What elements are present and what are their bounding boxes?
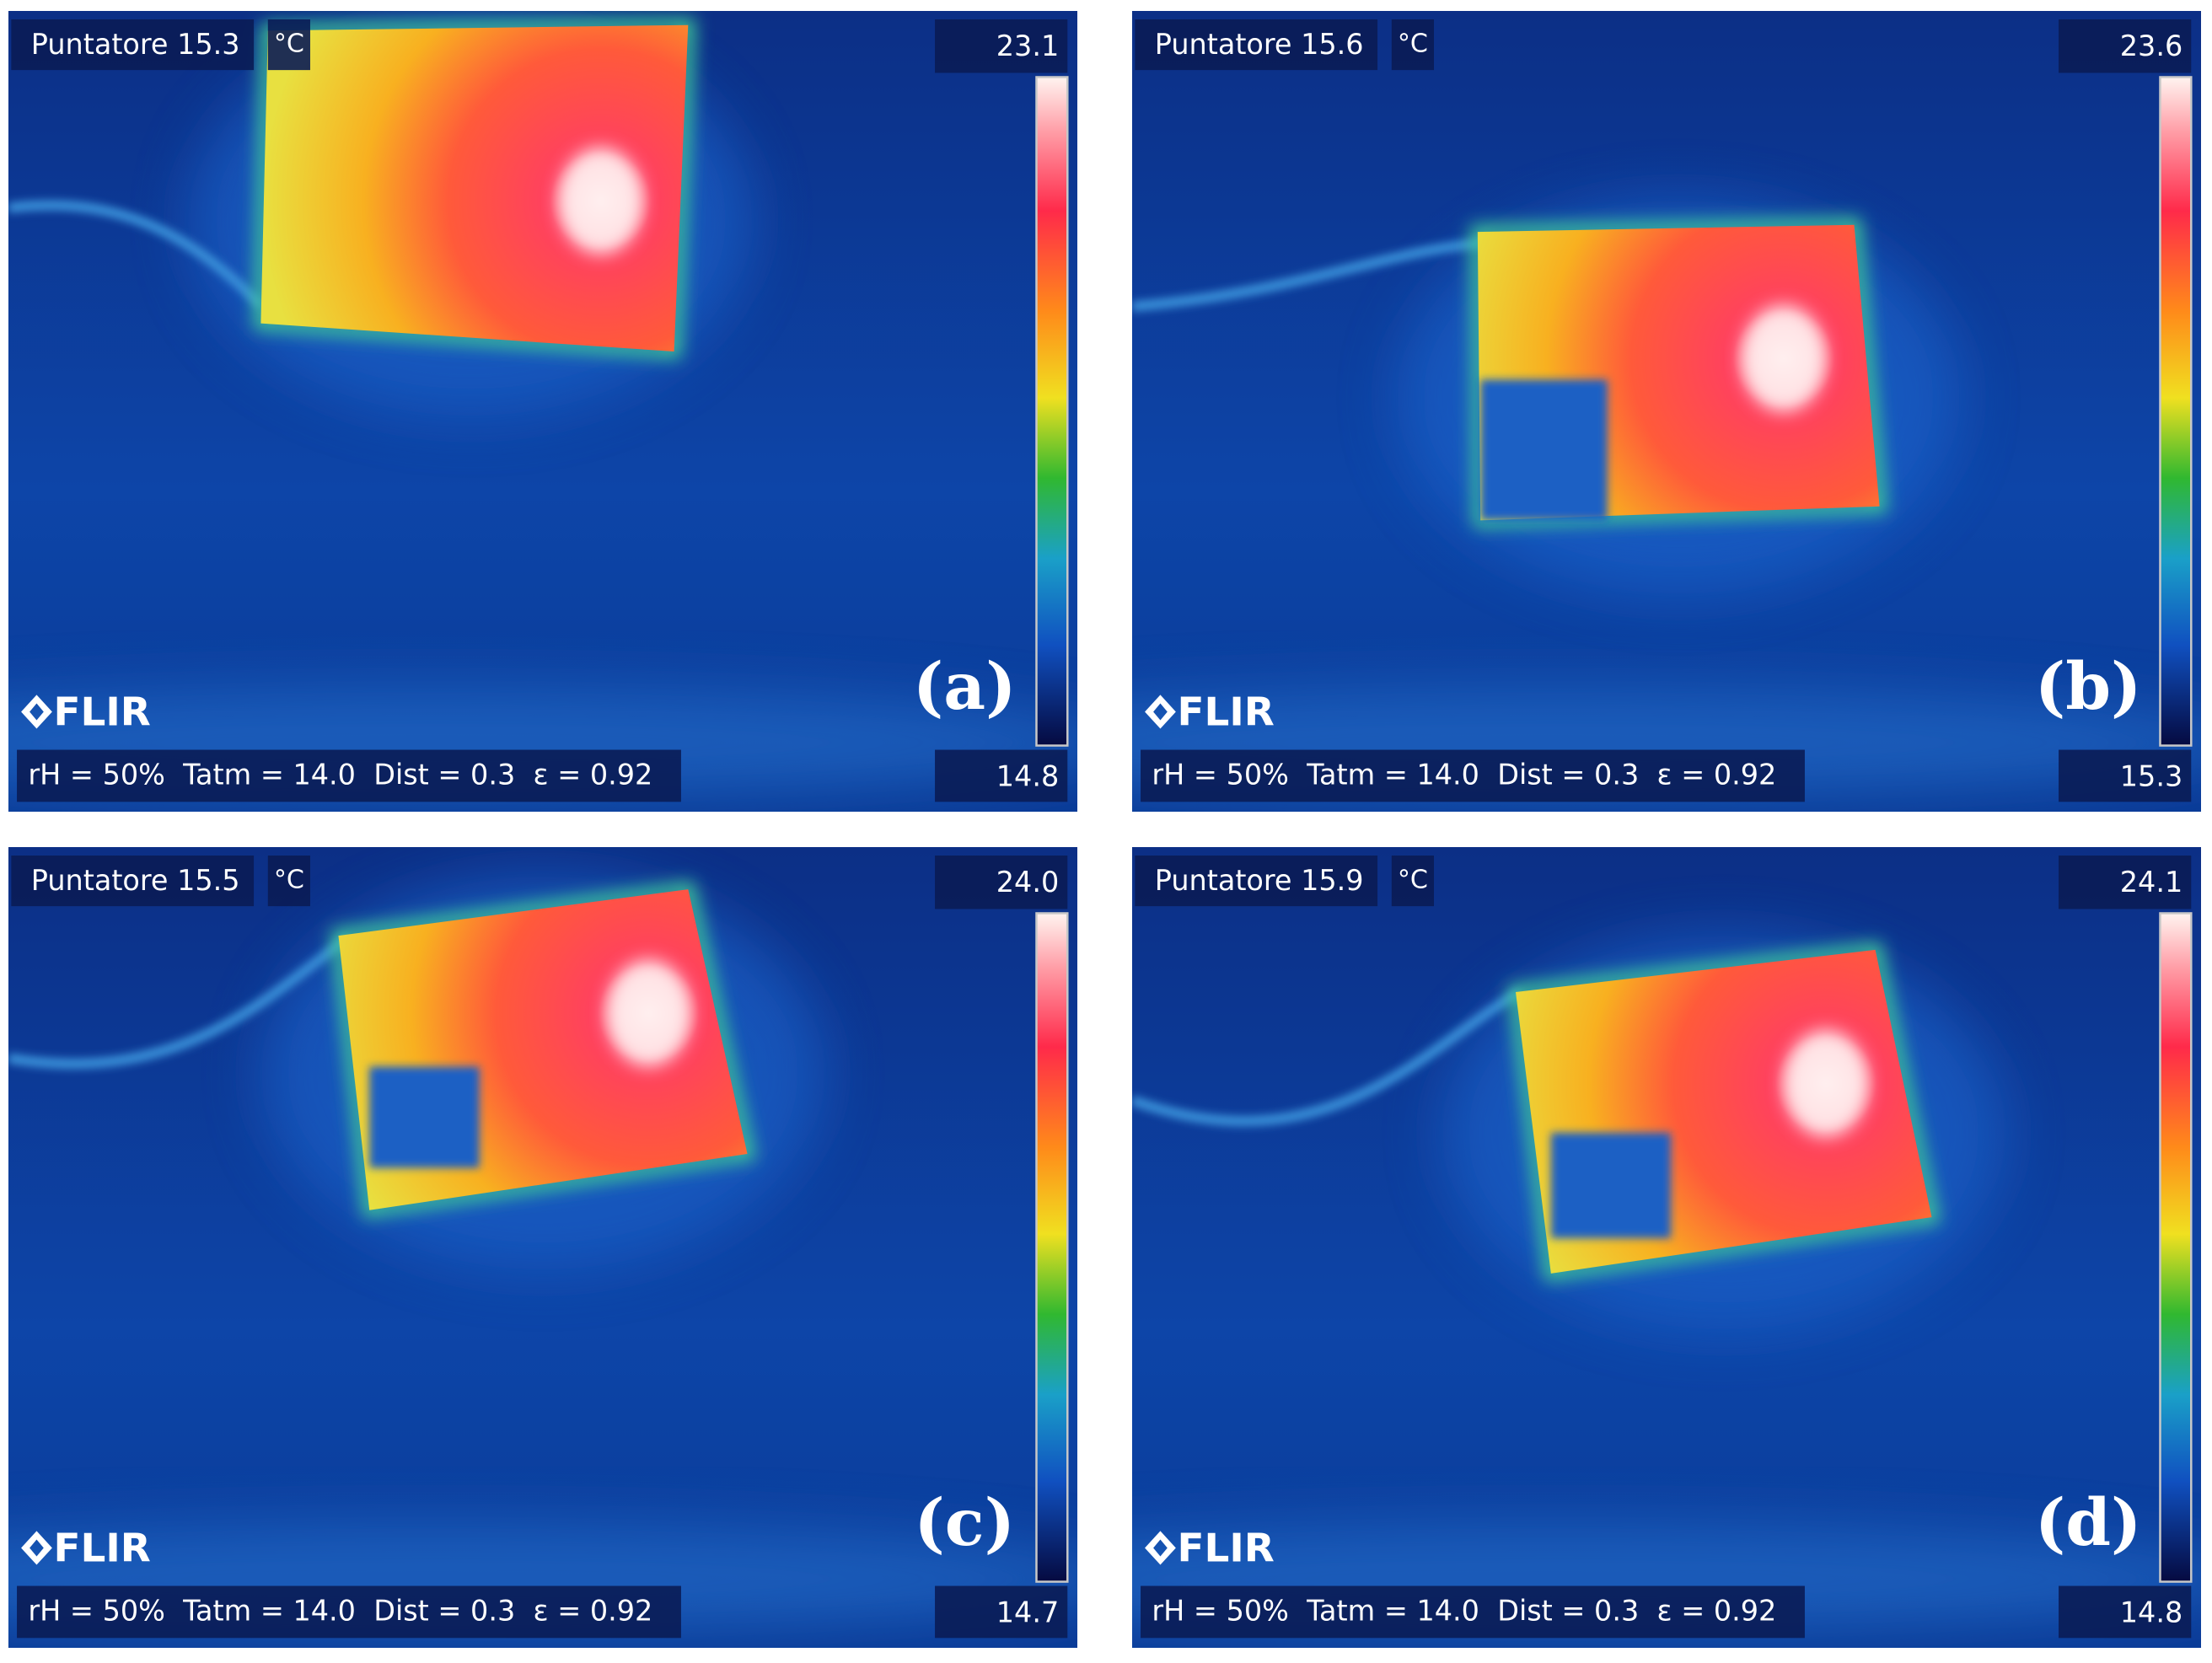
scale-max: 24.0 — [996, 866, 1059, 899]
cable — [8, 934, 350, 1069]
unit-box — [267, 19, 310, 71]
scale-max: 24.1 — [2120, 866, 2182, 899]
unit: °C — [274, 30, 304, 59]
scale-min: 14.8 — [996, 759, 1059, 792]
scale-min-box — [935, 749, 1068, 802]
parameters: rH = 50% Tatm = 14.0 Dist = 0.3 ε = 0.92 — [28, 1595, 652, 1628]
thermal-panel: Puntatore 15.6 °C 23.6 15.3 rH = 50% Tatm = … — [1132, 11, 2201, 812]
thermal-panel: Puntatore 15.3 °C 23.1 14.8 rH = 50% Tatm = … — [8, 11, 1077, 812]
scale-max: 23.6 — [2120, 30, 2182, 62]
logo-icon — [1145, 1531, 1176, 1565]
panel-label: (a) — [913, 649, 1017, 725]
board-edge — [1507, 941, 1941, 1282]
logo-icon — [21, 1531, 52, 1565]
cool-region — [369, 1066, 480, 1168]
hotspot — [1783, 1030, 1869, 1137]
board — [260, 24, 689, 352]
unit-box — [1391, 856, 1434, 907]
parameters-box — [1141, 1585, 1805, 1639]
scale-min: 15.3 — [2120, 759, 2182, 792]
cable — [8, 200, 266, 310]
cool-region — [1480, 379, 1608, 521]
panel-label: (d) — [2035, 1485, 2142, 1561]
pointer-reading: Puntatore 15.9 — [1155, 864, 1364, 897]
parameters: rH = 50% Tatm = 14.0 Dist = 0.3 ε = 0.92 — [28, 759, 652, 791]
pointer-reading: Puntatore 15.3 — [31, 28, 240, 61]
unit-box — [1391, 19, 1434, 71]
parameters-box — [17, 1585, 681, 1639]
logo: FLIR — [1178, 689, 1275, 735]
unit: °C — [274, 866, 304, 895]
color-scale — [2159, 912, 2193, 1583]
unit-box — [267, 856, 310, 907]
pointer-box — [1135, 19, 1378, 71]
cable — [1132, 238, 1485, 312]
panel-label: (c) — [914, 1485, 1015, 1561]
scale-max-box — [2059, 19, 2192, 73]
cable — [1132, 987, 1522, 1127]
unit: °C — [1398, 30, 1428, 59]
scale-min: 14.7 — [996, 1596, 1059, 1628]
scale-min: 14.8 — [2120, 1596, 2182, 1628]
color-scale — [1035, 76, 1069, 747]
scale-max: 23.1 — [996, 30, 1059, 62]
logo: FLIR — [1178, 1526, 1275, 1571]
color-scale — [2159, 76, 2193, 747]
scale-max-box — [2059, 856, 2192, 909]
scale-min-box — [2059, 1585, 2192, 1639]
color-scale — [1035, 912, 1069, 1583]
hotspot — [1741, 304, 1827, 412]
pointer-box — [11, 856, 255, 907]
scale-min-box — [2059, 749, 2192, 802]
scale-max-box — [935, 19, 1068, 73]
panel-label: (b) — [2035, 649, 2142, 725]
parameters: rH = 50% Tatm = 14.0 Dist = 0.3 ε = 0.92 — [1152, 1595, 1776, 1628]
parameters-box — [1141, 749, 1805, 802]
pointer-box — [1135, 856, 1378, 907]
pointer-reading: Puntatore 15.5 — [31, 864, 240, 897]
cool-region — [1550, 1132, 1672, 1239]
thermal-panel: Puntatore 15.5 °C 24.0 14.7 rH = 50% Tatm = … — [8, 847, 1077, 1648]
hotspot — [606, 959, 691, 1067]
parameters-box — [17, 749, 681, 802]
logo: FLIR — [54, 1526, 151, 1571]
logo: FLIR — [54, 689, 151, 735]
unit: °C — [1398, 866, 1428, 895]
scale-min-box — [935, 1585, 1068, 1639]
pointer-box — [11, 19, 255, 71]
thermal-panel: Puntatore 15.9 °C 24.1 14.8 rH = 50% Tatm = … — [1132, 847, 2201, 1648]
logo-icon — [1145, 695, 1176, 729]
parameters: rH = 50% Tatm = 14.0 Dist = 0.3 ε = 0.92 — [1152, 759, 1776, 791]
hotspot — [558, 147, 643, 255]
pointer-reading: Puntatore 15.6 — [1155, 28, 1364, 61]
scale-max-box — [935, 856, 1068, 909]
